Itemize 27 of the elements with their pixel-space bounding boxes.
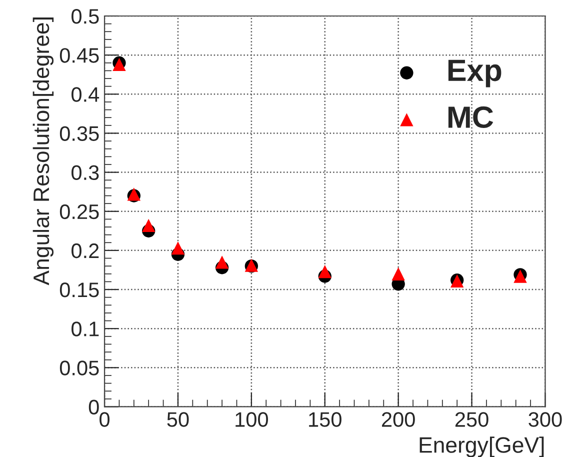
y-tick-label: 0.15	[60, 282, 99, 298]
y-tick-label: 0.2	[72, 243, 99, 258]
y-tick-label: 0.25	[60, 204, 99, 220]
x-tick-label: 150	[309, 412, 342, 427]
y-tick-label: 0.5	[72, 8, 99, 24]
point	[215, 256, 229, 269]
x-tick-label: 200	[382, 412, 415, 427]
y-tick-label: 0.35	[60, 126, 99, 141]
x-axis-title: Energy[GeV]	[420, 436, 544, 457]
legend-label: MC	[448, 106, 494, 128]
point	[171, 242, 185, 255]
y-tick-label: 0.4	[72, 87, 100, 102]
x-tick-label: 100	[236, 412, 268, 427]
x-tick-label: 250	[455, 412, 488, 427]
y-tick-label: 0.1	[72, 322, 99, 336]
point	[318, 264, 332, 278]
x-tick-label: 0	[100, 412, 110, 427]
point	[142, 218, 156, 232]
y-tick-label: 0.3	[72, 165, 99, 180]
x-tick-label: 300	[528, 412, 562, 427]
y-axis-title: Angular Resolution[degree]	[32, 18, 54, 286]
y-tick-label: 0.05	[60, 360, 99, 376]
y-tick-label: 0.45	[60, 48, 99, 63]
legend-label: Exp	[448, 60, 502, 88]
x-tick-label: 50	[167, 412, 189, 427]
y-tick-label: 0	[88, 400, 99, 414]
point	[392, 267, 405, 280]
